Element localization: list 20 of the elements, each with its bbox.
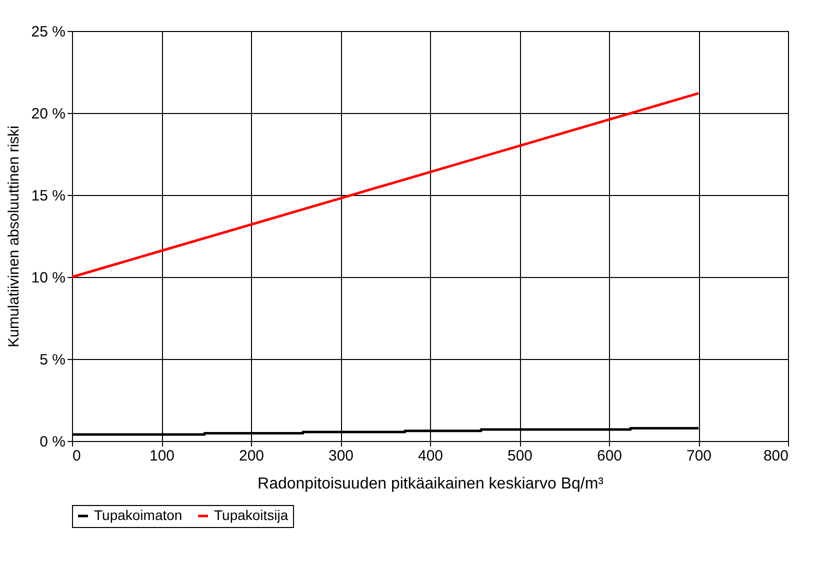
x-tick-label: 400 bbox=[418, 448, 444, 464]
legend-label: Tupakoimaton bbox=[94, 507, 182, 523]
y-tick-label: 20 % bbox=[31, 106, 66, 122]
y-tick-label: 15 % bbox=[31, 188, 66, 204]
line-series bbox=[70, 92, 700, 278]
y-tick-label: 0 % bbox=[40, 434, 66, 450]
y-tick-label: 10 % bbox=[31, 270, 66, 286]
y-tick-label: 5 % bbox=[40, 352, 66, 368]
x-axis-title: Radonpitoisuuden pitkäaikainen keskiarvo Bq/m³ bbox=[258, 476, 604, 492]
y-axis-title: Kumulatiivinen absoluuttinen riski bbox=[5, 126, 22, 348]
x-tick-label: 200 bbox=[238, 448, 264, 464]
x-tick-label: 300 bbox=[328, 448, 354, 464]
x-tick-label: 700 bbox=[686, 448, 712, 464]
x-tick-label: 600 bbox=[596, 448, 622, 464]
y-tick-label: 25 % bbox=[31, 24, 66, 40]
x-tick-label: 500 bbox=[507, 448, 533, 464]
x-tick-label: 800 bbox=[763, 448, 788, 464]
x-tick-label: 100 bbox=[149, 448, 175, 464]
legend-label: Tupakoitsija bbox=[214, 507, 288, 523]
x-tick-label: 0 bbox=[72, 448, 81, 464]
